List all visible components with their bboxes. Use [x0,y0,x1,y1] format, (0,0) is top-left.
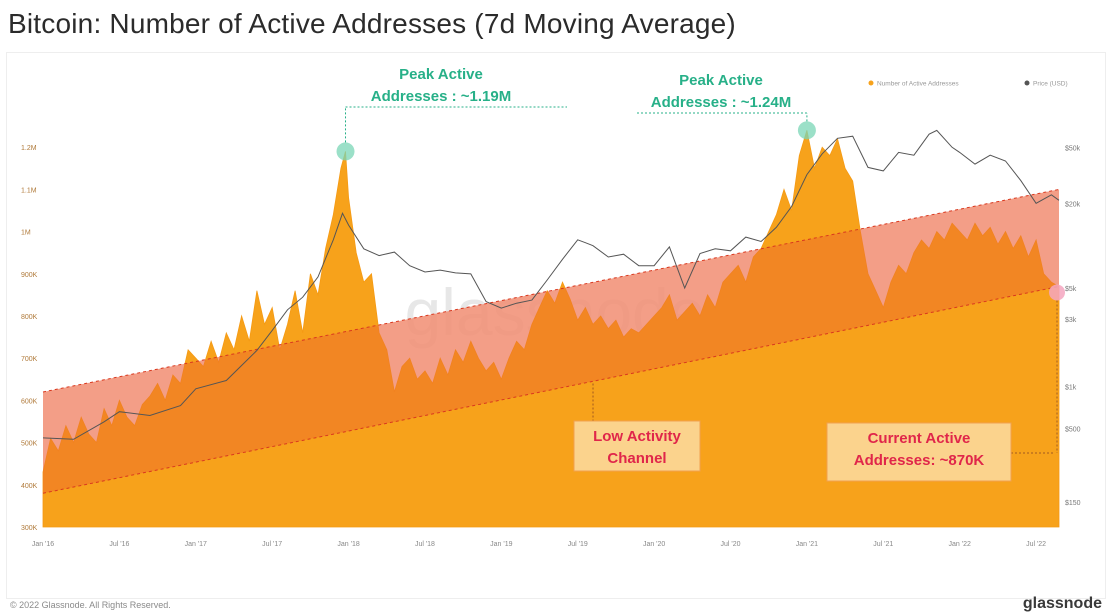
peak-annotation-line1: Peak Active [399,66,483,83]
peak-marker [797,121,816,140]
y-left-tick-label: 1M [21,230,31,237]
legend-label: Number of Active Addresses [877,81,959,88]
legend-swatch [1024,80,1030,86]
y-right-tick-label: $3k [1065,317,1077,324]
x-tick-label: Jul '21 [873,541,893,548]
x-tick-label: Jan '17 [185,541,207,548]
y-left-tick-label: 400K [21,483,38,490]
x-tick-label: Jul '20 [721,541,741,548]
y-right-tick-label: $20k [1065,201,1081,208]
x-tick-label: Jan '20 [643,541,665,548]
x-tick-label: Jul '17 [262,541,282,548]
y-left-tick-label: 800K [21,314,38,321]
y-right-tick-label: $150 [1065,500,1081,507]
current-marker [1049,284,1065,301]
y-left-tick-label: 500K [21,441,38,448]
brand-logo-text: glassnode [1022,595,1102,612]
price-line [42,129,1060,440]
annotation-box [826,422,1012,482]
x-tick-label: Jan '18 [337,541,359,548]
peak-annotation-line2: Addresses : ~1.24M [651,94,792,111]
peak-annotation-line2: Addresses : ~1.19M [371,88,512,105]
y-right-tick-label: $50k [1065,145,1081,152]
active-addresses-layer [42,130,1060,528]
annotation-line1: Current Active [868,430,971,447]
y-right-tick-label: $1k [1065,384,1077,391]
y-left-tick-label: 900K [21,272,38,279]
y-right-tick-label: $500 [1065,427,1081,434]
y-left-tick-label: 300K [21,525,38,532]
peak-annotation-line1: Peak Active [679,72,763,89]
chart-svg: glassnode 1.2M1.1M1M900K800K700K600K500K… [21,66,1081,548]
annotation-line2: Channel [607,450,666,467]
channel-upper-line [42,188,1060,393]
x-tick-label: Jul '22 [1026,541,1046,548]
channel-lower-line [42,285,1060,494]
x-tick-label: Jan '21 [796,541,818,548]
peak-marker [336,142,355,161]
annotation-line1: Low Activity [593,428,681,445]
axes-layer: 1.2M 1.1M 1M 900K 800K 700K 600K 500K 400K 300K $5… [21,145,1081,548]
low-activity-channel-band [43,189,1059,494]
y-left-tick-label: 700K [21,356,38,363]
x-tick-label: Jul '18 [415,541,435,548]
x-tick-label: Jan '22 [949,541,971,548]
x-tick-label: Jan '19 [490,541,512,548]
x-tick-label: Jan '16 [32,541,54,548]
chart-frame: glassnode 1.2M1.1M1M900K800K700K600K500K… [6,52,1106,599]
y-left-tick-label: 600K [21,398,38,405]
legend-label: Price (USD) [1033,81,1068,88]
annotation-layer: Peak Active Addresses : ~1.19M Peak Active… [336,66,1065,482]
annotation-line2: Addresses: ~870K [854,452,985,469]
annotation-box [573,420,701,472]
price-layer [42,129,1060,440]
x-tick-label: Jul '16 [109,541,129,548]
y-left-tick-label: 1.1M [21,187,37,194]
y-right-tick-label: $5k [1065,286,1077,293]
copyright-text: © 2022 Glassnode. All Rights Reserved. [10,600,171,610]
chart-title: Bitcoin: Number of Active Addresses (7d … [8,8,736,39]
legend-swatch [868,80,874,86]
y-left-tick-label: 1.2M [21,145,37,152]
legend-layer: Number of Active Addresses Price (USD) [868,80,1068,88]
x-tick-label: Jul '19 [568,541,588,548]
